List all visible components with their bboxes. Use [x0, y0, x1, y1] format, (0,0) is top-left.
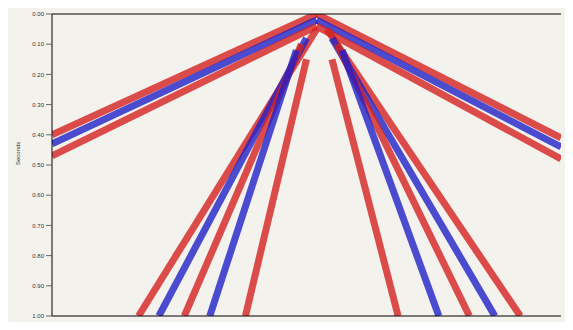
svg-text:0.40: 0.40 [32, 132, 44, 138]
svg-text:0.00: 0.00 [32, 11, 44, 17]
svg-text:0.90: 0.90 [32, 283, 44, 289]
svg-text:0.60: 0.60 [32, 192, 44, 198]
svg-text:0.20: 0.20 [32, 72, 44, 78]
svg-text:0.70: 0.70 [32, 223, 44, 229]
svg-text:Seconds: Seconds [15, 142, 21, 165]
svg-text:0.50: 0.50 [32, 162, 44, 168]
svg-text:0.10: 0.10 [32, 41, 44, 47]
svg-text:0.80: 0.80 [32, 253, 44, 259]
svg-text:0.30: 0.30 [32, 102, 44, 108]
svg-text:1.00: 1.00 [32, 313, 44, 319]
